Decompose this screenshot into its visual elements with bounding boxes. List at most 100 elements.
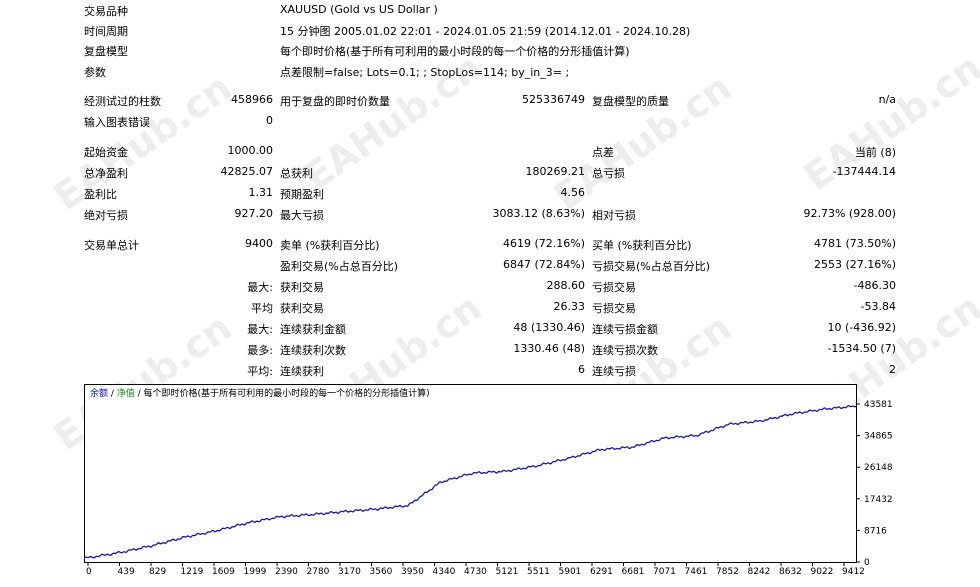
balance-chart-svg: 43581 34865 26148 17432 8716 0 0 439 829 1219 1609…: [84, 384, 893, 577]
avg-consecutive-losses-value: 2: [889, 363, 896, 376]
x-tick-label: 829: [149, 567, 166, 577]
total-trades-label: 交易单总计: [84, 239, 139, 252]
short-positions-label: 卖单 (%获利百分比): [280, 239, 380, 252]
expected-payoff-value: 4.56: [560, 186, 586, 199]
x-tick-label: 5511: [527, 567, 550, 577]
x-tick-label: 3950: [401, 567, 424, 577]
legend-equity: 净值: [116, 389, 135, 399]
loss-trades-label: 亏损交易(%占总百分比): [592, 260, 711, 273]
gross-profit-value: 180269.21: [525, 165, 586, 178]
profit-trades-row: 盈利交易(%占总百分比) 6847 (72.84%) 亏损交易(%占总百分比) …: [0, 255, 980, 275]
x-tick-label: 6681: [622, 567, 645, 577]
symbol-value: XAUUSD (Gold vs US Dollar ): [280, 3, 438, 16]
max-consecutive-count-row: 最多: 连续获利次数 1330.46 (48) 连续亏损次数 -1534.50 …: [0, 339, 980, 359]
profit-factor-value: 1.31: [248, 186, 274, 199]
long-positions-label: 买单 (%获利百分比): [592, 239, 692, 252]
average-profit-label: 获利交易: [280, 302, 324, 315]
largest-loss-value: -486.30: [853, 279, 896, 292]
quality-value: n/a: [878, 93, 896, 106]
bars-label: 经测试过的柱数: [84, 95, 161, 108]
rel-drawdown-label: 相对亏损: [592, 209, 636, 222]
x-tick-label: 0: [86, 567, 92, 577]
largest-profit-label: 获利交易: [280, 281, 324, 294]
x-tick-label: 7461: [685, 567, 708, 577]
balance-chart: 43581 34865 26148 17432 8716 0 0 439 829 1219 1609…: [84, 384, 980, 587]
short-positions-value: 4619 (72.16%): [502, 237, 585, 250]
y-tick-label: 34865: [864, 432, 893, 442]
max-consecutive-row: 最大: 连续获利金额 48 (1330.46) 连续亏损金额 10 (-436.…: [0, 318, 980, 338]
y-tick-label: 26148: [864, 463, 893, 473]
avg-consecutive-row: 平均: 连续获利 6 连续亏损 2: [0, 360, 980, 380]
x-tick-label: 8242: [748, 567, 771, 577]
y-tick-label: 17432: [864, 495, 893, 505]
expected-payoff-label: 预期盈利: [280, 188, 324, 201]
max-consecutive-losses-label: 连续亏损金额: [592, 323, 658, 336]
max-consecutive-loss-value: -1534.50 (7): [827, 342, 896, 355]
x-tick-label: 4730: [464, 567, 487, 577]
symbol-row: 交易品种 XAUUSD (Gold vs US Dollar ): [0, 0, 980, 20]
abs-drawdown-value: 927.20: [234, 207, 274, 220]
avg-consecutive-prefix: 平均:: [247, 365, 273, 378]
net-profit-row: 总净盈利 42825.07 总获利 180269.21 总亏损 -137444.…: [0, 162, 980, 182]
average-row: 平均 获利交易 26.33 亏损交易 -53.84: [0, 297, 980, 317]
gross-loss-label: 总亏损: [592, 167, 625, 180]
period-label: 时间周期: [84, 25, 128, 38]
profit-factor-row: 盈利比 1.31 预期盈利 4.56: [0, 183, 980, 203]
x-tick-label: 7071: [653, 567, 676, 577]
params-label: 参数: [84, 66, 106, 79]
net-profit-label: 总净盈利: [84, 167, 128, 180]
params-value: 点差限制=false; Lots=0.1; ; StopLos=114; by_…: [280, 66, 570, 79]
avg-consecutive-wins-value: 6: [578, 363, 585, 376]
max-drawdown-label: 最大亏损: [280, 209, 324, 222]
params-row: 参数 点差限制=false; Lots=0.1; ; StopLos=114; …: [0, 61, 980, 81]
max-consecutive-loss-label: 连续亏损次数: [592, 344, 658, 357]
net-profit-value: 42825.07: [220, 165, 274, 178]
model-row: 复盘模型 每个即时价格(基于所有可利用的最小时段的每一个价格的分形插值计算): [0, 40, 980, 60]
errors-value: 0: [266, 114, 273, 127]
max-consecutive-wins-label: 连续获利金额: [280, 323, 346, 336]
total-trades-value: 9400: [245, 237, 273, 250]
profit-factor-label: 盈利比: [84, 188, 117, 201]
ticks-label: 用于复盘的即时价数量: [280, 95, 390, 108]
loss-trades-value: 2553 (27.16%): [813, 258, 896, 271]
max-consecutive-profit-label: 连续获利次数: [280, 344, 346, 357]
gross-profit-label: 总获利: [280, 167, 313, 180]
x-tick-label: 3560: [370, 567, 393, 577]
abs-drawdown-label: 绝对亏损: [84, 209, 128, 222]
drawdown-row: 绝对亏损 927.20 最大亏损 3083.12 (8.63%) 相对亏损 92…: [0, 204, 980, 224]
x-tick-label: 9412: [842, 567, 865, 577]
spread-value: 当前 (8): [854, 146, 896, 159]
long-positions-value: 4781 (73.50%): [813, 237, 896, 250]
profit-trades-value: 6847 (72.84%): [502, 258, 585, 271]
errors-row: 输入图表错误 0: [0, 111, 980, 131]
x-tick-label: 3170: [338, 567, 361, 577]
balance-series-line: [84, 404, 857, 559]
y-tick-label: 8716: [864, 526, 887, 536]
legend-balance: 余额: [90, 389, 109, 399]
avg-consecutive-losses-label: 连续亏损: [592, 365, 636, 378]
average-loss-label: 亏损交易: [592, 302, 636, 315]
deposit-value: 1000.00: [227, 144, 274, 157]
x-tick-label: 1999: [244, 567, 267, 577]
quality-label: 复盘模型的质量: [592, 95, 669, 108]
gross-loss-value: -137444.14: [832, 165, 896, 178]
largest-row: 最大: 获利交易 288.60 亏损交易 -486.30: [0, 276, 980, 296]
x-tick-label: 4340: [433, 567, 456, 577]
x-tick-label: 439: [118, 567, 135, 577]
max-consecutive-profit-value: 1330.46 (48): [513, 342, 585, 355]
avg-consecutive-wins-label: 连续获利: [280, 365, 324, 378]
deposit-row: 起始资金 1000.00 点差 当前 (8): [0, 141, 980, 161]
largest-prefix: 最大:: [247, 281, 273, 294]
symbol-label: 交易品种: [84, 5, 128, 18]
y-tick-label: 43581: [864, 400, 893, 410]
period-value: 15 分钟图 2005.01.02 22:01 - 2024.01.05 21:…: [280, 25, 691, 38]
x-tick-label: 5901: [559, 567, 582, 577]
max-consecutive-wins-value: 48 (1330.46): [513, 321, 585, 334]
rel-drawdown-value: 92.73% (928.00): [803, 207, 896, 220]
model-value: 每个即时价格(基于所有可利用的最小时段的每一个价格的分形插值计算): [280, 45, 630, 58]
max-consecutive-prefix: 最大:: [247, 323, 273, 336]
chart-plot-frame: [84, 384, 857, 563]
trades-row: 交易单总计 9400 卖单 (%获利百分比) 4619 (72.16%) 买单 …: [0, 234, 980, 254]
x-tick-label: 5121: [496, 567, 519, 577]
x-tick-label: 9022: [811, 567, 834, 577]
